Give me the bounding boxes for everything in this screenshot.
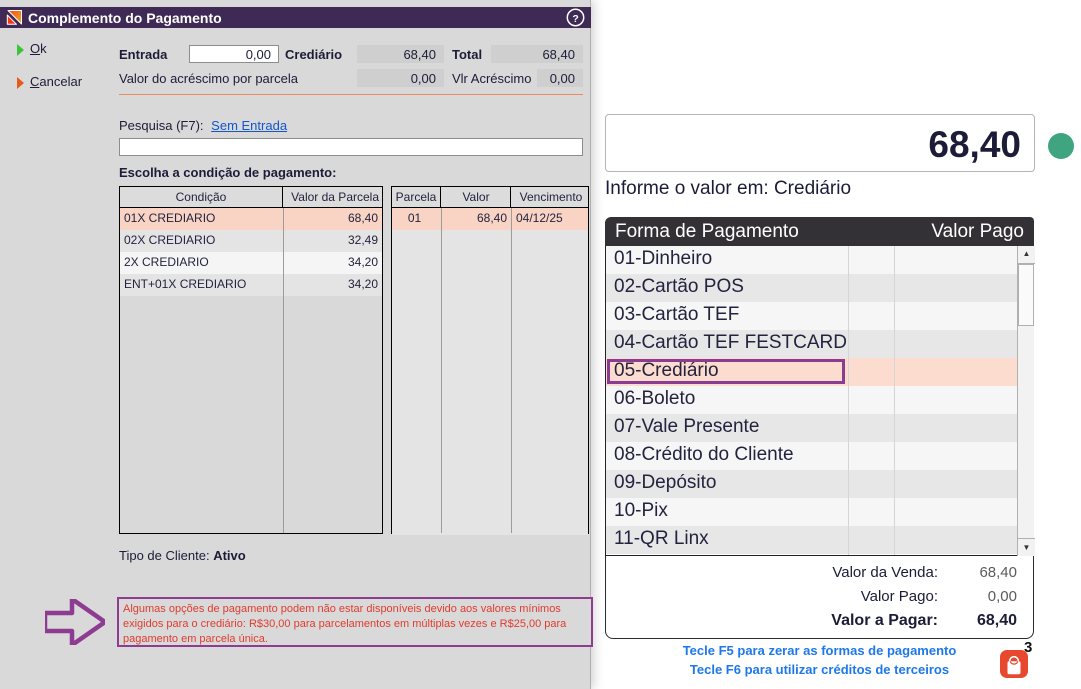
svg-text:?: ? — [572, 13, 578, 25]
